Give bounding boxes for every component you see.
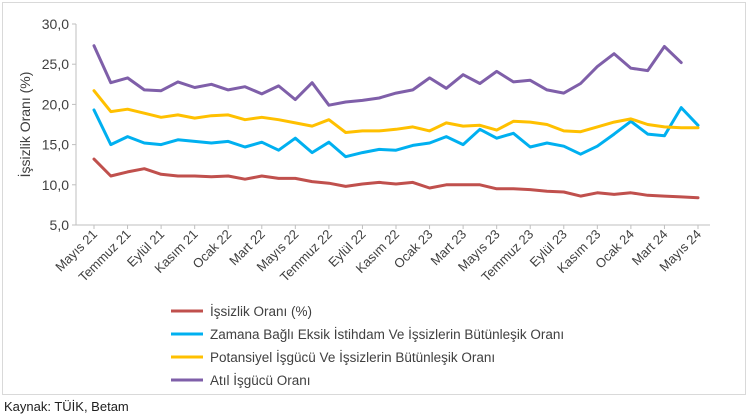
y-tick-label: 25,0: [42, 56, 69, 72]
legend-label: Atıl İşgücü Oranı: [210, 373, 311, 388]
y-tick-label: 15,0: [42, 137, 69, 153]
legend-label: Potansiyel İşgücü Ve İşsizlerin Bütünleş…: [210, 350, 495, 365]
series-line-4: [92, 44, 683, 107]
legend: İşsizlik Oranı (%) Zamana Bağlı Eksik İst…: [171, 304, 564, 388]
source-note: Kaynak: TÜİK, Betam: [4, 399, 129, 414]
y-tick-label: 10,0: [42, 177, 69, 193]
y-tick-label: 5,0: [50, 217, 70, 233]
legend-label: İşsizlik Oranı (%): [210, 304, 312, 319]
y-tick-label: 20,0: [42, 96, 69, 112]
chart-frame: [2, 2, 746, 395]
series-line-1: [92, 157, 700, 200]
y-tick-label: 30,0: [42, 16, 69, 32]
legend-label: Zamana Bağlı Eksik İstihdam Ve İşsizleri…: [210, 327, 564, 342]
series-line-2: [92, 106, 700, 159]
series-line-3: [92, 89, 700, 134]
y-axis-label: İşsizlik Oranı (%): [16, 72, 33, 178]
